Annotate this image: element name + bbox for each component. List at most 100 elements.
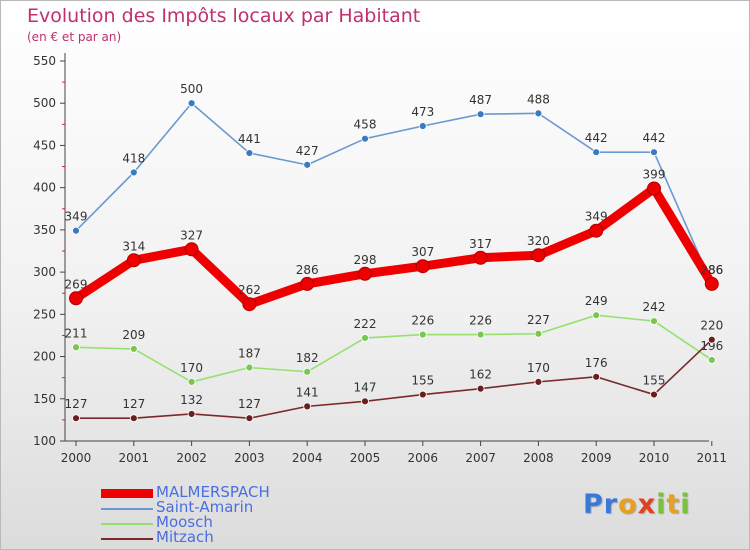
- data-point-moosch: [361, 334, 369, 342]
- data-label-malmerspach: 399: [643, 168, 666, 182]
- y-tick-label: 100: [33, 434, 56, 448]
- data-point-moosch: [650, 317, 658, 325]
- data-point-malmerspach: [647, 181, 661, 196]
- data-label-saint-amarin: 442: [585, 131, 608, 145]
- data-label-mitzach: 147: [354, 380, 377, 394]
- data-point-mitzach: [534, 377, 543, 386]
- data-point-moosch: [592, 311, 601, 320]
- data-point-malmerspach: [242, 297, 257, 312]
- data-label-moosch: 227: [527, 313, 550, 327]
- data-point-saint-amarin: [187, 99, 196, 108]
- data-label-moosch: 182: [296, 351, 319, 365]
- data-label-malmerspach: 349: [585, 210, 608, 224]
- data-point-saint-amarin: [72, 226, 80, 235]
- x-tick-label: 2003: [234, 451, 265, 465]
- chart-title: Evolution des Impôts locaux par Habitant: [27, 5, 421, 27]
- legend-swatch: [101, 508, 153, 510]
- y-tick-label: 250: [33, 307, 56, 321]
- data-point-mitzach: [187, 410, 196, 418]
- data-point-saint-amarin: [129, 168, 138, 177]
- data-point-malmerspach: [184, 242, 199, 257]
- data-point-saint-amarin: [476, 110, 485, 119]
- x-tick-label: 2002: [176, 451, 207, 465]
- data-point-malmerspach: [704, 276, 719, 291]
- proxiti-logo: Proxiti: [583, 489, 691, 520]
- data-point-moosch: [245, 363, 254, 372]
- legend-label: Saint-Amarin: [156, 498, 254, 516]
- data-label-malmerspach: 314: [122, 239, 145, 253]
- data-point-mitzach: [72, 414, 80, 423]
- data-point-moosch: [476, 330, 485, 339]
- data-label-malmerspach: 286: [296, 263, 319, 277]
- data-point-moosch: [129, 345, 138, 353]
- series-line-mitzach: [75, 338, 713, 420]
- x-tick-label: 2011: [697, 451, 728, 465]
- data-point-malmerspach: [473, 250, 488, 265]
- data-label-mitzach: 170: [527, 361, 550, 375]
- data-label-malmerspach: 317: [469, 237, 492, 251]
- data-label-malmerspach: 269: [65, 277, 88, 291]
- data-label-moosch: 249: [585, 294, 608, 308]
- logo-letter: r: [603, 489, 619, 520]
- x-tick-label: 2010: [639, 451, 670, 465]
- data-point-saint-amarin: [534, 109, 543, 118]
- data-point-saint-amarin: [418, 122, 427, 130]
- data-label-moosch: 222: [354, 317, 377, 331]
- data-label-mitzach: 176: [585, 356, 608, 370]
- x-tick-label: 2001: [119, 451, 150, 465]
- x-tick-label: 2009: [581, 451, 612, 465]
- data-point-mitzach: [245, 414, 254, 423]
- data-label-malmerspach: 307: [411, 245, 434, 259]
- data-label-mitzach: 220: [700, 319, 723, 333]
- data-point-malmerspach: [300, 276, 315, 291]
- data-label-mitzach: 155: [411, 374, 434, 388]
- logo-letter: t: [666, 489, 681, 520]
- logo-letter: i: [656, 489, 667, 520]
- data-point-malmerspach: [415, 259, 430, 274]
- x-tick-label: 2006: [408, 451, 439, 465]
- data-point-mitzach: [361, 397, 369, 406]
- data-label-moosch: 187: [238, 347, 261, 361]
- data-point-mitzach: [707, 335, 716, 344]
- data-point-moosch: [707, 356, 716, 364]
- data-label-malmerspach: 327: [180, 228, 203, 242]
- legend-item-moosch: Moosch: [101, 513, 401, 531]
- y-tick-label: 400: [33, 181, 56, 195]
- data-label-moosch: 196: [700, 339, 723, 353]
- data-label-moosch: 170: [180, 361, 203, 375]
- data-label-saint-amarin: 458: [354, 118, 377, 132]
- y-tick-label: 550: [33, 54, 56, 68]
- logo-letter: x: [637, 489, 657, 520]
- data-label-mitzach: 155: [643, 374, 666, 388]
- x-tick-label: 2007: [465, 451, 496, 465]
- data-label-saint-amarin: 473: [411, 105, 434, 119]
- data-point-moosch: [418, 330, 427, 339]
- legend-swatch: [101, 523, 153, 525]
- x-tick-label: 2004: [292, 451, 323, 465]
- data-point-malmerspach: [531, 248, 546, 263]
- data-point-saint-amarin: [361, 134, 369, 143]
- data-point-saint-amarin: [245, 149, 254, 157]
- legend-label: Moosch: [156, 513, 213, 531]
- data-label-mitzach: 127: [238, 397, 261, 411]
- y-tick-label: 200: [33, 350, 56, 364]
- data-label-saint-amarin: 349: [65, 210, 88, 224]
- logo-letter: o: [618, 489, 638, 520]
- y-tick-label: 300: [33, 265, 56, 279]
- data-label-malmerspach: 286: [700, 263, 723, 277]
- chart-subtitle: (en € et par an): [27, 30, 122, 44]
- y-tick-label: 500: [33, 96, 56, 110]
- data-point-malmerspach: [589, 223, 604, 238]
- data-label-moosch: 242: [643, 300, 666, 314]
- data-label-malmerspach: 298: [354, 253, 377, 267]
- legend-swatch: [101, 489, 153, 498]
- data-label-saint-amarin: 500: [180, 82, 203, 96]
- series-line-saint-amarin: [75, 102, 713, 285]
- data-label-saint-amarin: 442: [643, 131, 666, 145]
- data-label-moosch: 211: [65, 326, 88, 340]
- logo-letter: P: [583, 489, 604, 520]
- series-line-malmerspach: [71, 184, 717, 309]
- y-tick-label: 450: [33, 138, 56, 152]
